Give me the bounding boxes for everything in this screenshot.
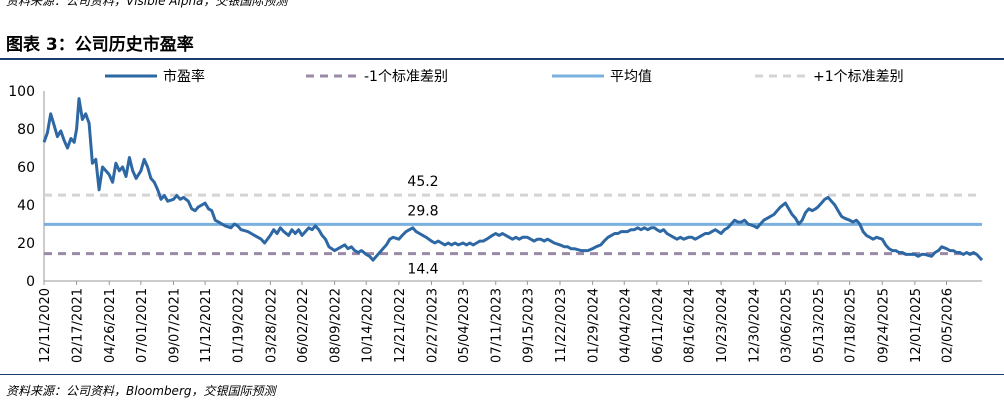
legend-plus-1sd-label: +1个标准差别 bbox=[813, 69, 904, 85]
x-tick-label: 02/05/2026 bbox=[941, 288, 956, 363]
plus-1sd-label: 45.2 bbox=[407, 174, 438, 190]
x-tick-label: 08/09/2022 bbox=[329, 288, 344, 363]
pe-history-chart: 0 20 40 60 80 100 12/11/2020 02/17/2021 04/26/20… bbox=[8, 68, 984, 363]
top-source-note: 资料来源：公司资料，Visible Alpha，交银国际预测 bbox=[6, 0, 288, 8]
y-tick-label: 100 bbox=[8, 84, 35, 100]
x-tick-label: 12/30/2024 bbox=[748, 288, 763, 363]
x-tick-label: 09/07/2021 bbox=[167, 288, 182, 363]
x-tick-label: 04/26/2021 bbox=[103, 288, 118, 363]
title-divider bbox=[0, 58, 1004, 60]
x-tick-label: 06/02/2022 bbox=[296, 288, 311, 363]
y-tick-label: 0 bbox=[26, 274, 35, 290]
x-tick-label: 02/17/2021 bbox=[71, 288, 86, 363]
x-tick-label: 01/19/2022 bbox=[232, 288, 247, 363]
x-tick-label: 03/28/2022 bbox=[264, 288, 279, 363]
footer-divider bbox=[0, 374, 1004, 375]
y-tick-label: 40 bbox=[17, 198, 35, 214]
x-tick-label: 02/27/2023 bbox=[425, 288, 440, 363]
x-tick-label: 04/04/2024 bbox=[618, 288, 633, 363]
x-tick-label: 12/01/2025 bbox=[909, 288, 924, 363]
x-tick-label: 11/12/2021 bbox=[199, 288, 214, 363]
x-tick-label: 09/24/2025 bbox=[876, 288, 891, 363]
mean-label: 29.8 bbox=[407, 203, 438, 219]
x-tick-label: 05/04/2023 bbox=[457, 288, 472, 363]
x-tick-label: 12/21/2022 bbox=[393, 288, 408, 363]
y-tick-label: 80 bbox=[17, 122, 35, 138]
x-tick-label: 12/11/2020 bbox=[38, 288, 53, 363]
x-tick-label: 11/22/2023 bbox=[554, 288, 569, 363]
x-tick-label: 07/01/2021 bbox=[135, 288, 150, 363]
y-tick-label: 60 bbox=[17, 160, 35, 176]
chart-title: 图表 3：公司历史市盈率 bbox=[6, 35, 194, 55]
pe-ratio-series-line bbox=[42, 97, 984, 262]
x-tick-label: 05/13/2025 bbox=[812, 288, 827, 363]
y-tick-label: 20 bbox=[17, 236, 35, 252]
x-tick-label: 08/16/2024 bbox=[683, 288, 698, 363]
x-tick-label: 10/23/2024 bbox=[715, 288, 730, 363]
legend-minus-1sd-label: -1个标准差别 bbox=[364, 69, 448, 85]
legend-pe-ratio-label: 市盈率 bbox=[163, 68, 205, 85]
legend-mean-label: 平均值 bbox=[610, 69, 652, 85]
x-tick-label: 10/14/2022 bbox=[360, 288, 375, 363]
x-tick-label: 07/18/2025 bbox=[844, 288, 859, 363]
minus-1sd-label: 14.4 bbox=[407, 262, 438, 278]
x-tick-label: 06/11/2024 bbox=[651, 288, 666, 363]
x-tick-label: 07/11/2023 bbox=[490, 288, 505, 363]
x-tick-label: 03/06/2025 bbox=[779, 288, 794, 363]
source-note: 资料来源：公司资料，Bloomberg，交银国际预测 bbox=[6, 384, 276, 398]
x-tick-label: 09/15/2023 bbox=[521, 288, 536, 363]
x-tick-label: 01/29/2024 bbox=[587, 288, 602, 363]
